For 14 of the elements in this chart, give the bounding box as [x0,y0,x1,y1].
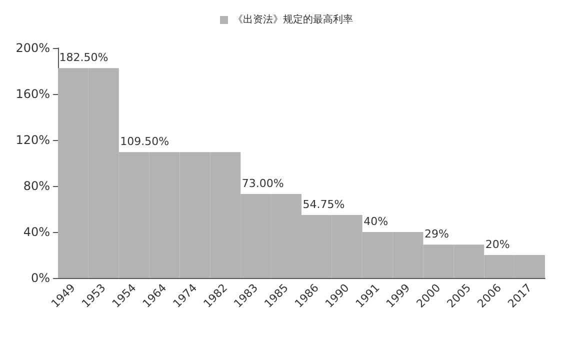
y-tick-label: 160% [16,87,50,101]
y-tick-label: 0% [30,271,50,285]
data-label: 20% [485,238,510,251]
data-label: 29% [424,228,449,241]
y-tick-label: 200% [16,41,50,55]
legend-label: 《出资法》规定的最高利率 [233,14,353,26]
data-label: 54.75% [302,198,345,212]
data-label: 40% [364,215,388,228]
y-tick-label: 120% [16,133,50,147]
data-label: 73.00% [242,177,284,190]
data-label: 109.50% [120,135,170,148]
y-tick-label: 40% [23,225,50,239]
data-label: 182.50% [59,51,108,64]
y-tick-label: 80% [23,179,50,193]
